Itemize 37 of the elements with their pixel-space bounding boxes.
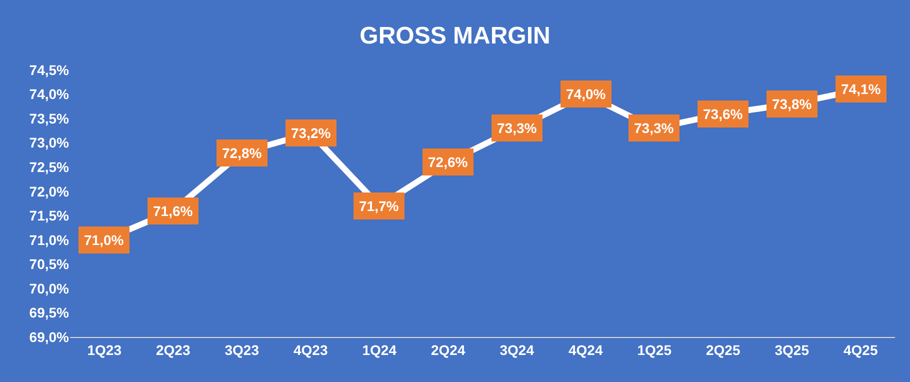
y-tick-label: 69,5% bbox=[29, 304, 70, 321]
data-label: 74,0% bbox=[566, 86, 606, 102]
x-tick-label: 1Q23 bbox=[87, 342, 122, 358]
x-tick-label: 4Q24 bbox=[568, 342, 603, 358]
data-label: 73,3% bbox=[497, 120, 538, 136]
x-tick-label: 3Q24 bbox=[500, 342, 534, 358]
x-tick-label: 2Q24 bbox=[431, 342, 466, 358]
x-tick-label: 1Q24 bbox=[362, 342, 397, 358]
x-tick-label: 4Q25 bbox=[844, 342, 878, 358]
y-tick-label: 72,5% bbox=[29, 158, 70, 175]
x-tick-label: 2Q25 bbox=[706, 342, 740, 358]
y-tick-label: 71,0% bbox=[29, 232, 70, 248]
data-label: 72,8% bbox=[222, 145, 262, 161]
x-tick-label: 4Q23 bbox=[294, 342, 328, 358]
y-tick-label: 70,0% bbox=[29, 280, 70, 296]
y-tick-label: 73,5% bbox=[29, 110, 70, 126]
data-label: 73,8% bbox=[772, 96, 812, 112]
y-tick-label: 71,5% bbox=[29, 208, 70, 224]
chart-title: GROSS MARGIN bbox=[360, 22, 550, 50]
data-label: 73,2% bbox=[291, 125, 332, 141]
x-tick-label: 2Q23 bbox=[156, 342, 190, 358]
x-tick-label: 3Q25 bbox=[774, 342, 810, 358]
y-tick-label: 69,0% bbox=[29, 328, 70, 345]
data-label: 71,0% bbox=[84, 232, 124, 248]
x-tick-label: 3Q23 bbox=[224, 342, 260, 358]
data-label: 74,1% bbox=[841, 81, 882, 97]
y-tick-label: 72,0% bbox=[29, 183, 70, 200]
y-tick-label: 74,5% bbox=[29, 62, 70, 78]
y-tick-label: 73,0% bbox=[29, 134, 70, 151]
data-label: 71,7% bbox=[359, 198, 400, 214]
data-label: 71,6% bbox=[153, 203, 194, 219]
x-tick-label: 1Q25 bbox=[637, 342, 672, 358]
y-tick-label: 74,0% bbox=[29, 86, 70, 102]
data-label: 73,6% bbox=[703, 106, 744, 122]
data-label: 72,6% bbox=[428, 154, 468, 170]
y-tick-label: 70,5% bbox=[29, 256, 70, 272]
data-label: 73,3% bbox=[634, 120, 674, 136]
